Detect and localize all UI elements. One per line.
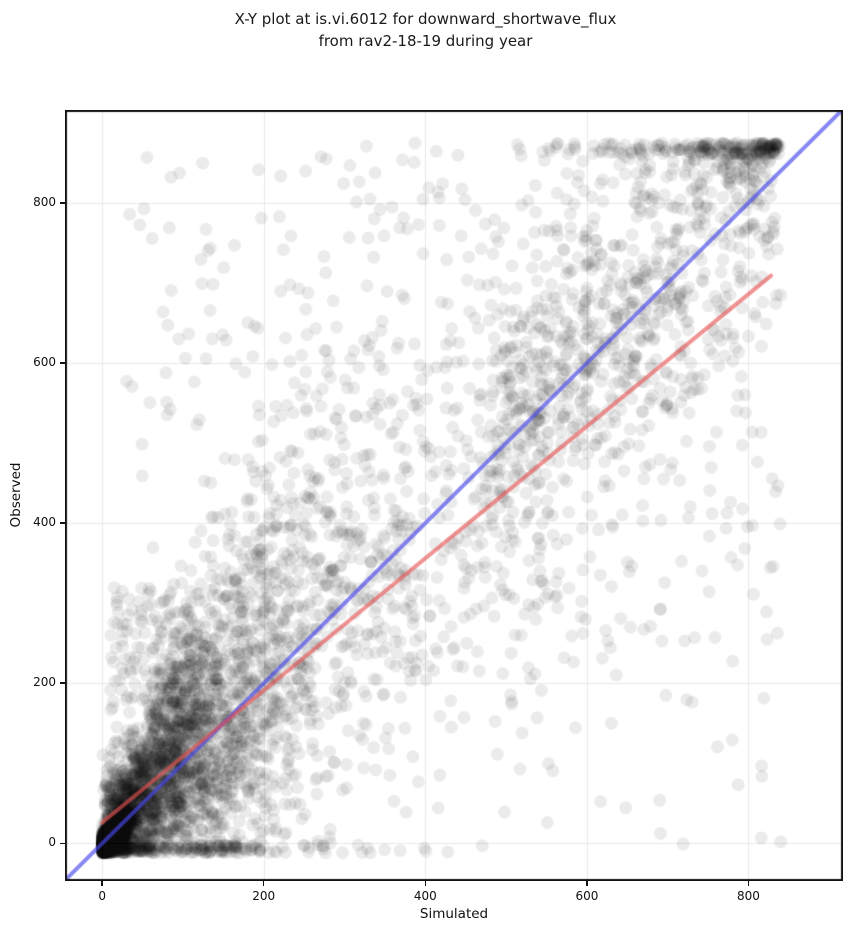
- plot-title-line2: from rav2-18-19 during year: [318, 32, 533, 50]
- y-tick-label: 0: [48, 835, 56, 850]
- y-tick-label: 800: [33, 194, 56, 209]
- x-tick-label: 400: [413, 889, 437, 903]
- x-axis-label: Simulated: [419, 906, 489, 922]
- x-tick-mark: [586, 881, 588, 886]
- x-tick-mark: [424, 881, 427, 886]
- y-tick-mark: [60, 202, 65, 204]
- y-tick-label: 400: [33, 515, 56, 530]
- plot-title: X-Y plot at is.vi.6012 for downward_shor…: [0, 8, 851, 52]
- y-tick-mark: [60, 522, 65, 524]
- x-tick-mark: [101, 881, 103, 886]
- y-tick-mark: [60, 362, 65, 364]
- plot-area: [65, 110, 843, 881]
- y-tick-mark: [60, 682, 65, 684]
- x-tick-mark: [262, 881, 265, 886]
- x-tick-label: 800: [737, 889, 760, 903]
- y-tick-label: 600: [33, 354, 56, 369]
- scatter-canvas: [65, 110, 843, 881]
- y-axis-label: Observed: [8, 462, 24, 528]
- x-tick-label: 0: [98, 889, 106, 903]
- x-tick-mark: [747, 881, 750, 886]
- y-tick-mark: [60, 842, 65, 845]
- y-tick-label: 200: [33, 675, 56, 690]
- plot-title-line1: X-Y plot at is.vi.6012 for downward_shor…: [234, 10, 617, 28]
- x-tick-label: 200: [252, 889, 276, 903]
- x-tick-label: 600: [575, 889, 599, 903]
